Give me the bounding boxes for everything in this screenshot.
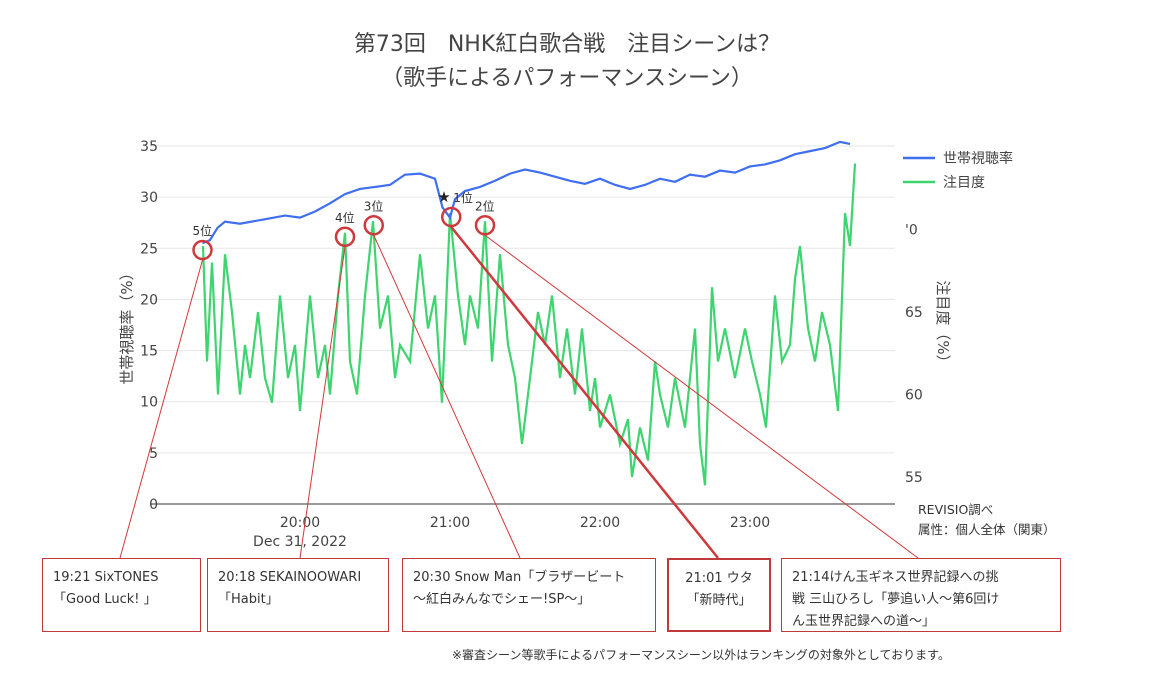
annotation-leader-line <box>119 259 203 559</box>
rank-label: 4位 <box>335 210 355 225</box>
series-line-attention <box>201 163 857 486</box>
annotation-text: 19:21 SixTONES <box>53 570 159 585</box>
annotation-box: 20:18 SEKAINOOWARI 「Habit」 <box>207 558 389 632</box>
chart-title: 第73回 NHK紅白歌合戦 注目シーンは？ <box>353 32 781 57</box>
annotation-text: 20:30 Snow Man「ブラザービート <box>413 570 626 585</box>
series-line-rating <box>202 140 851 245</box>
y2-axis-title: 注目度（%） <box>934 280 952 369</box>
y2-tick-label: 55 <box>905 470 923 486</box>
x-tick-label: 21:00 <box>430 515 470 531</box>
y-tick-label: 10 <box>140 395 158 411</box>
annotation-text: 戦 三山ひろし「夢追い人～第6回け <box>792 592 1000 607</box>
y-tick-label: 20 <box>140 292 158 308</box>
annotation-leader-line <box>450 226 719 559</box>
y-tick-label: 30 <box>140 190 158 206</box>
annotation-circle <box>363 215 384 236</box>
footnote: ※審査シーン等歌手によるパフォーマンスシーン以外はランキングの対象外としておりま… <box>452 648 950 662</box>
legend-label: 注目度 <box>943 175 985 191</box>
annotation-circle <box>192 239 213 261</box>
x-tick-label: 23:00 <box>730 515 770 531</box>
rank-label: 1位 <box>453 190 473 205</box>
annotation-box: 21:01 ウタ 「新時代」 <box>667 558 771 632</box>
x-tick-label: 20:00 <box>280 515 320 531</box>
rank-label: 3位 <box>364 198 384 213</box>
annotation-box: 20:30 Snow Man「ブラザービート ～紅白みんなでシェー!SP～」 <box>402 558 656 632</box>
legend-label: 世帯視聴率 <box>943 150 1013 167</box>
y2-tick-label: 60 <box>905 388 923 404</box>
rank-label: 2位 <box>475 198 495 213</box>
rank-label: 5位 <box>193 223 213 238</box>
x-date-label: Dec 31, 2022 <box>253 534 347 550</box>
y2-tick-label: '0 <box>905 223 918 239</box>
annotation-text: 「Good Luck! 」 <box>53 592 157 607</box>
annotation-box: 19:21 SixTONES 「Good Luck! 」 <box>42 558 201 632</box>
chart-subtitle: （歌手によるパフォーマンスシーン） <box>381 66 753 91</box>
annotation-text: 21:01 ウタ <box>685 571 753 586</box>
annotation-text: 20:18 SEKAINOOWARI <box>218 570 362 585</box>
annotation-leader-line <box>484 234 919 559</box>
source-label: REVISIO調べ <box>918 502 994 517</box>
y-tick-label: 35 <box>140 139 158 155</box>
annotation-leader-line <box>373 235 521 559</box>
y-axis-title: 世帯視聴率（%） <box>118 265 136 384</box>
attribute-label: 属性：個人全体（関東） <box>918 522 1056 537</box>
annotation-text: ～紅白みんなでシェー!SP～」 <box>413 592 591 607</box>
y-tick-label: 25 <box>140 241 158 257</box>
star-icon: ★ <box>437 188 450 206</box>
y-tick-label: 5 <box>149 446 158 462</box>
y-tick-label: 0 <box>149 497 158 513</box>
y2-tick-label: 65 <box>905 305 923 321</box>
annotation-circle <box>334 226 356 248</box>
x-tick-label: 22:00 <box>580 515 620 531</box>
annotation-text: 「新時代」 <box>686 593 752 608</box>
annotation-text: 「Habit」 <box>218 592 279 607</box>
annotation-leader-line <box>299 246 346 559</box>
annotation-text: 21:14けん玉ギネス世界記録への挑 <box>792 570 999 585</box>
annotation-box: 21:14けん玉ギネス世界記録への挑戦 三山ひろし「夢追い人～第6回け ん玉世界記… <box>781 558 1061 632</box>
annotation-circle <box>441 206 462 228</box>
y-tick-label: 15 <box>140 344 158 360</box>
annotation-text: ん玉世界記録への道～」 <box>792 614 936 629</box>
annotation-circle <box>474 215 496 236</box>
